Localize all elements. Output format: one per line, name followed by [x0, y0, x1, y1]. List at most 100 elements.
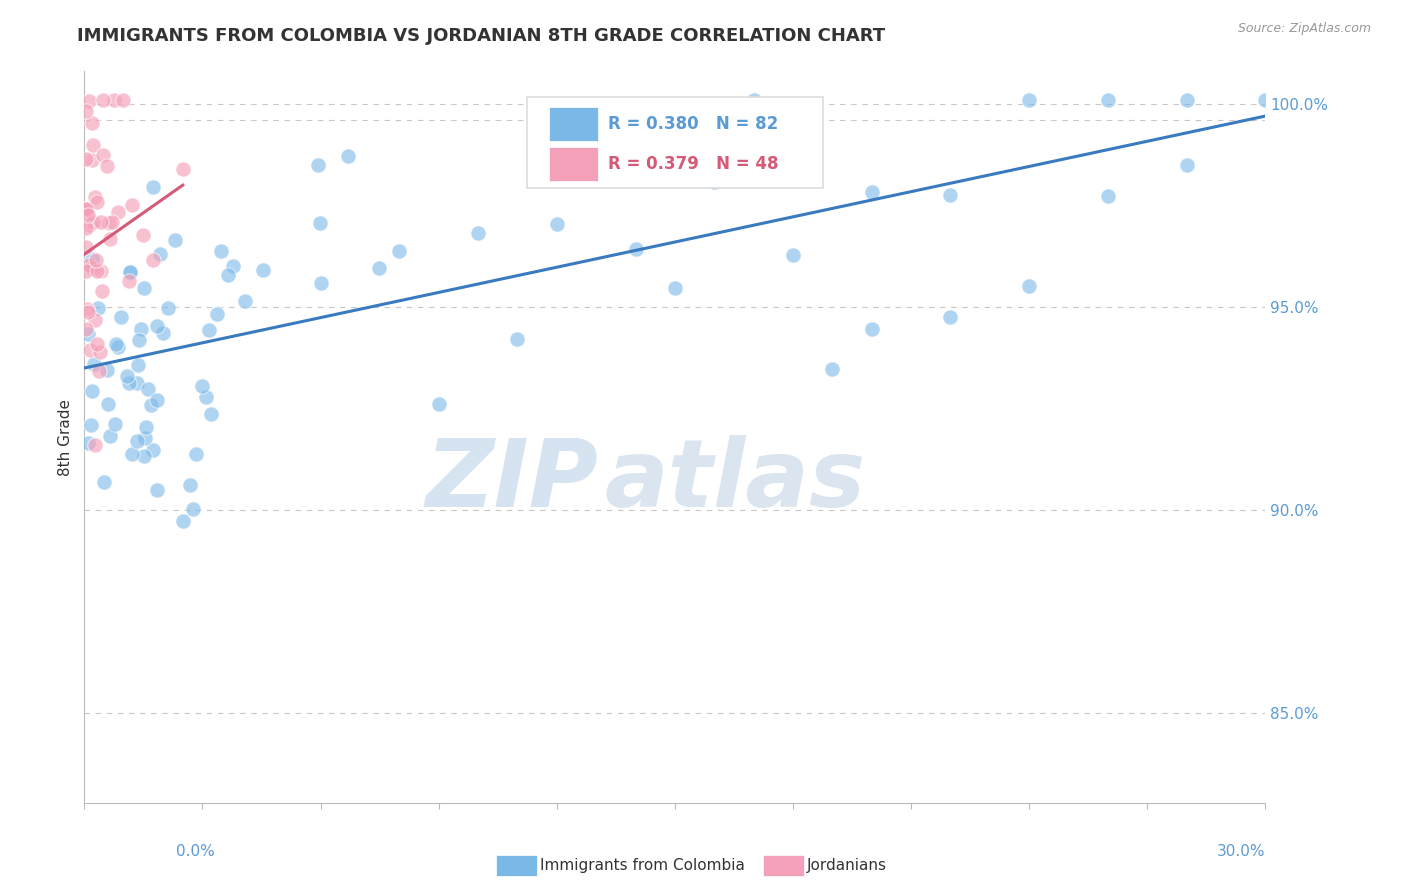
Point — [75, 240, 97, 254]
Point — [624, 242, 647, 256]
Point — [1175, 158, 1198, 172]
Point — [132, 280, 155, 294]
Point — [104, 417, 127, 431]
Point — [90, 263, 112, 277]
Point — [77, 305, 100, 319]
Point — [118, 376, 141, 390]
Point — [79, 343, 101, 358]
Point — [782, 248, 804, 262]
Point — [1018, 279, 1040, 293]
Point — [112, 93, 135, 107]
Point — [157, 301, 180, 315]
Point — [110, 310, 132, 324]
Text: R = 0.380   N = 82: R = 0.380 N = 82 — [607, 115, 778, 133]
Point — [821, 361, 844, 376]
Point — [75, 104, 97, 119]
Text: Immigrants from Colombia: Immigrants from Colombia — [540, 858, 745, 872]
Point — [134, 431, 156, 445]
Point — [506, 332, 529, 346]
Point — [132, 449, 155, 463]
Point — [336, 148, 359, 162]
Point — [76, 202, 98, 217]
Point — [1175, 93, 1198, 107]
Point — [80, 153, 103, 167]
Point — [742, 93, 765, 107]
Point — [115, 369, 138, 384]
Point — [84, 313, 107, 327]
Point — [664, 281, 686, 295]
Point — [939, 188, 962, 202]
Point — [135, 420, 157, 434]
Point — [217, 268, 239, 282]
Point — [181, 501, 204, 516]
Point — [97, 216, 120, 230]
Point — [77, 435, 100, 450]
Point — [103, 93, 125, 107]
Point — [82, 137, 104, 152]
Point — [96, 159, 118, 173]
Point — [84, 252, 107, 267]
Text: atlas: atlas — [605, 435, 865, 527]
Point — [91, 148, 114, 162]
Point — [703, 174, 725, 188]
Point — [118, 265, 141, 279]
Point — [80, 252, 103, 266]
Point — [125, 376, 148, 390]
FancyBboxPatch shape — [548, 107, 598, 141]
Point — [139, 398, 162, 412]
FancyBboxPatch shape — [527, 97, 823, 188]
Text: 30.0%: 30.0% — [1218, 845, 1265, 859]
Point — [75, 221, 97, 235]
Point — [127, 358, 149, 372]
Point — [80, 417, 103, 432]
Point — [82, 261, 104, 276]
Point — [89, 364, 111, 378]
Text: Source: ZipAtlas.com: Source: ZipAtlas.com — [1237, 22, 1371, 36]
Point — [388, 244, 411, 258]
Point — [129, 322, 152, 336]
Point — [149, 247, 172, 261]
Point — [89, 345, 111, 359]
Point — [142, 180, 165, 194]
Point — [83, 357, 105, 371]
Point — [76, 302, 98, 317]
Point — [163, 233, 186, 247]
Point — [120, 265, 142, 279]
Point — [77, 326, 100, 341]
Point — [1018, 93, 1040, 107]
Point — [75, 202, 97, 216]
Point — [86, 264, 108, 278]
Point — [585, 124, 607, 138]
Point — [200, 407, 222, 421]
Point — [1097, 93, 1119, 107]
Point — [186, 447, 208, 461]
Point — [97, 397, 120, 411]
Point — [546, 217, 568, 231]
Point — [152, 326, 174, 340]
Point — [86, 194, 108, 209]
Point — [98, 429, 121, 443]
Point — [233, 294, 256, 309]
Y-axis label: 8th Grade: 8th Grade — [58, 399, 73, 475]
Point — [91, 93, 114, 107]
Point — [79, 219, 101, 233]
Point — [142, 442, 165, 457]
Point — [190, 378, 212, 392]
Point — [860, 322, 883, 336]
Point — [84, 438, 107, 452]
Point — [121, 447, 143, 461]
Point — [467, 227, 489, 241]
Point — [172, 515, 194, 529]
Text: R = 0.379   N = 48: R = 0.379 N = 48 — [607, 154, 778, 173]
Point — [77, 94, 100, 108]
Point — [127, 434, 149, 448]
Point — [101, 215, 124, 229]
Point — [172, 161, 194, 176]
Text: Jordanians: Jordanians — [807, 858, 887, 872]
Point — [80, 115, 103, 129]
Point — [77, 258, 100, 272]
Point — [222, 260, 245, 274]
Text: 0.0%: 0.0% — [176, 845, 215, 859]
Point — [368, 261, 391, 276]
Point — [105, 337, 128, 351]
